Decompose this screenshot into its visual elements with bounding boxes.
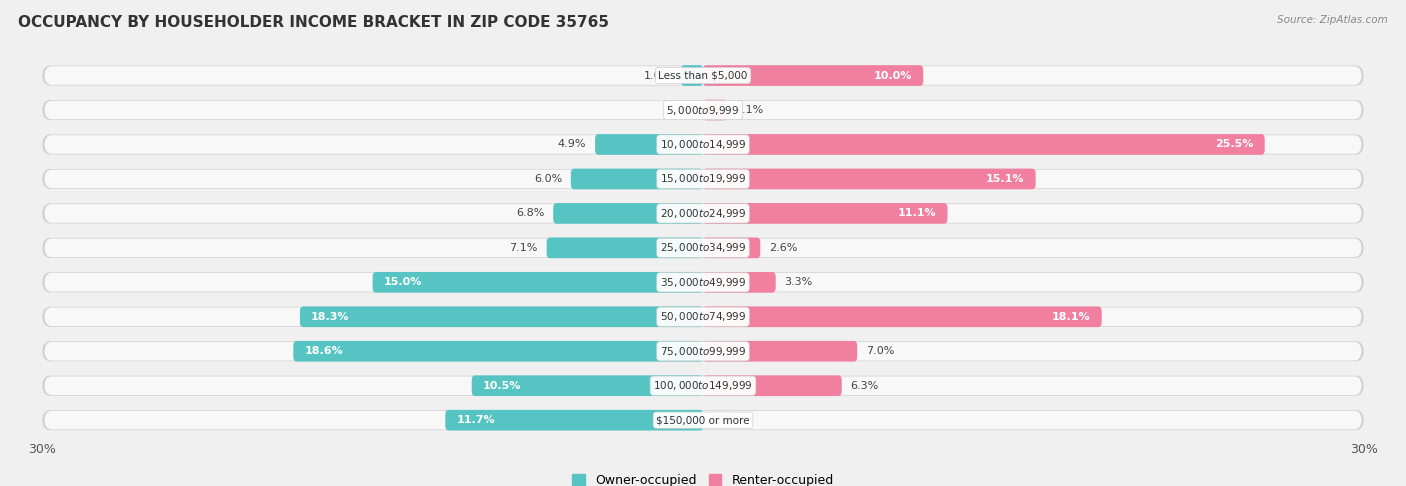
Text: Less than $5,000: Less than $5,000: [658, 70, 748, 81]
FancyBboxPatch shape: [42, 238, 1364, 258]
Text: 18.1%: 18.1%: [1052, 312, 1091, 322]
FancyBboxPatch shape: [703, 169, 1036, 189]
Text: 6.0%: 6.0%: [534, 174, 562, 184]
FancyBboxPatch shape: [42, 204, 1364, 224]
Text: $15,000 to $19,999: $15,000 to $19,999: [659, 173, 747, 186]
Text: 11.7%: 11.7%: [457, 415, 495, 425]
FancyBboxPatch shape: [703, 375, 842, 396]
Text: 4.9%: 4.9%: [558, 139, 586, 150]
FancyBboxPatch shape: [45, 342, 1361, 361]
FancyBboxPatch shape: [42, 376, 1364, 396]
FancyBboxPatch shape: [294, 341, 703, 362]
FancyBboxPatch shape: [42, 169, 1364, 189]
Text: 25.5%: 25.5%: [1215, 139, 1254, 150]
FancyBboxPatch shape: [703, 341, 858, 362]
Legend: Owner-occupied, Renter-occupied: Owner-occupied, Renter-occupied: [568, 469, 838, 486]
Text: $35,000 to $49,999: $35,000 to $49,999: [659, 276, 747, 289]
Text: 18.6%: 18.6%: [304, 346, 343, 356]
Text: $150,000 or more: $150,000 or more: [657, 415, 749, 425]
Text: 10.0%: 10.0%: [875, 70, 912, 81]
FancyBboxPatch shape: [42, 66, 1364, 86]
FancyBboxPatch shape: [373, 272, 703, 293]
FancyBboxPatch shape: [45, 273, 1361, 292]
FancyBboxPatch shape: [471, 375, 703, 396]
FancyBboxPatch shape: [45, 204, 1361, 223]
FancyBboxPatch shape: [45, 376, 1361, 395]
FancyBboxPatch shape: [703, 238, 761, 258]
FancyBboxPatch shape: [42, 307, 1364, 327]
Text: 15.0%: 15.0%: [384, 278, 422, 287]
FancyBboxPatch shape: [547, 238, 703, 258]
Text: 6.3%: 6.3%: [851, 381, 879, 391]
FancyBboxPatch shape: [42, 341, 1364, 361]
Text: $10,000 to $14,999: $10,000 to $14,999: [659, 138, 747, 151]
FancyBboxPatch shape: [45, 135, 1361, 154]
Text: 7.1%: 7.1%: [509, 243, 537, 253]
FancyBboxPatch shape: [45, 66, 1361, 85]
Text: $5,000 to $9,999: $5,000 to $9,999: [666, 104, 740, 117]
Text: 7.0%: 7.0%: [866, 346, 894, 356]
Text: 11.1%: 11.1%: [898, 208, 936, 218]
Text: 1.0%: 1.0%: [644, 70, 672, 81]
Text: Source: ZipAtlas.com: Source: ZipAtlas.com: [1277, 15, 1388, 25]
Text: $25,000 to $34,999: $25,000 to $34,999: [659, 242, 747, 254]
FancyBboxPatch shape: [571, 169, 703, 189]
Text: 3.3%: 3.3%: [785, 278, 813, 287]
FancyBboxPatch shape: [703, 134, 1264, 155]
Text: 0.0%: 0.0%: [666, 105, 695, 115]
Text: $75,000 to $99,999: $75,000 to $99,999: [659, 345, 747, 358]
FancyBboxPatch shape: [299, 307, 703, 327]
FancyBboxPatch shape: [45, 239, 1361, 257]
FancyBboxPatch shape: [703, 307, 1102, 327]
FancyBboxPatch shape: [595, 134, 703, 155]
Text: $100,000 to $149,999: $100,000 to $149,999: [654, 379, 752, 392]
Text: $20,000 to $24,999: $20,000 to $24,999: [659, 207, 747, 220]
Text: 6.8%: 6.8%: [516, 208, 544, 218]
FancyBboxPatch shape: [703, 65, 924, 86]
FancyBboxPatch shape: [42, 135, 1364, 155]
Text: 15.1%: 15.1%: [986, 174, 1025, 184]
Text: 18.3%: 18.3%: [311, 312, 350, 322]
FancyBboxPatch shape: [553, 203, 703, 224]
FancyBboxPatch shape: [45, 101, 1361, 120]
FancyBboxPatch shape: [703, 203, 948, 224]
FancyBboxPatch shape: [45, 411, 1361, 430]
Text: OCCUPANCY BY HOUSEHOLDER INCOME BRACKET IN ZIP CODE 35765: OCCUPANCY BY HOUSEHOLDER INCOME BRACKET …: [18, 15, 609, 30]
Text: 1.1%: 1.1%: [737, 105, 765, 115]
Text: 2.6%: 2.6%: [769, 243, 797, 253]
FancyBboxPatch shape: [45, 170, 1361, 188]
FancyBboxPatch shape: [42, 272, 1364, 292]
FancyBboxPatch shape: [703, 272, 776, 293]
FancyBboxPatch shape: [42, 100, 1364, 120]
Text: 0.0%: 0.0%: [711, 415, 740, 425]
FancyBboxPatch shape: [703, 100, 727, 121]
Text: $50,000 to $74,999: $50,000 to $74,999: [659, 310, 747, 323]
FancyBboxPatch shape: [45, 308, 1361, 326]
FancyBboxPatch shape: [446, 410, 703, 431]
Text: 10.5%: 10.5%: [482, 381, 522, 391]
FancyBboxPatch shape: [42, 410, 1364, 430]
FancyBboxPatch shape: [681, 65, 703, 86]
